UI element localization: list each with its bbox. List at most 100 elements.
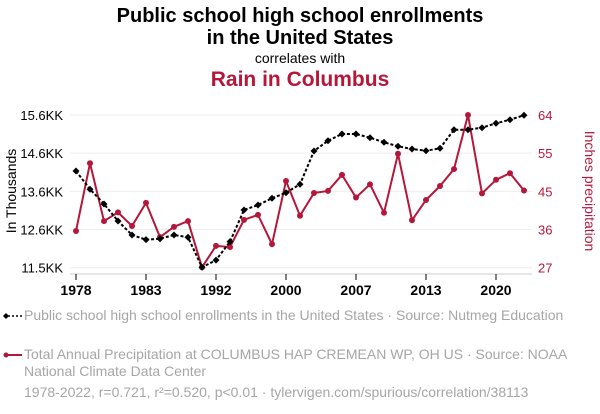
right-axis-ticks: 64 55 45 36 27 — [538, 108, 552, 276]
enrollments-point — [380, 138, 388, 146]
x-tick-label: 1978 — [60, 282, 91, 298]
precipitation-point — [297, 212, 303, 219]
precipitation-point — [185, 218, 191, 225]
enrollments-point — [72, 167, 80, 175]
x-tick-label: 1983 — [130, 282, 161, 298]
precipitation-point — [353, 194, 359, 201]
x-tick-label: 1992 — [200, 282, 231, 298]
right-tick-label: 55 — [538, 146, 552, 161]
precipitation-point — [521, 187, 527, 194]
enrollments-point — [268, 194, 276, 202]
left-axis-title: In Thousands — [3, 149, 19, 234]
enrollments-point — [184, 233, 192, 241]
right-axis-title: Inches precipitation — [582, 131, 598, 252]
precipitation-point — [395, 150, 401, 157]
enrollments-point — [408, 145, 416, 153]
precipitation-point — [143, 199, 149, 206]
enrollments-point — [226, 238, 234, 246]
legend-item-enrollments: Public school high school enrollments in… — [3, 307, 584, 324]
left-tick-label: 14.6KK — [20, 146, 63, 161]
enrollments-point — [240, 206, 248, 214]
enrollments-point — [450, 126, 458, 134]
enrollments-point — [478, 124, 486, 132]
left-tick-label: 12.6KK — [20, 223, 63, 238]
left-tick-label: 15.6KK — [20, 108, 63, 123]
dotted-line-diamond-icon — [3, 313, 22, 319]
enrollments-point — [86, 185, 94, 193]
series-precipitation — [73, 112, 527, 271]
enrollments-point — [436, 144, 444, 152]
precipitation-point — [507, 170, 513, 177]
solid-line-circle-icon — [3, 352, 22, 358]
enrollments-point — [520, 111, 528, 119]
precipitation-point — [465, 112, 471, 118]
precipitation-point — [311, 190, 317, 197]
precipitation-point — [423, 197, 429, 204]
right-tick-label: 45 — [538, 184, 552, 199]
precipitation-point — [115, 209, 121, 216]
legend-label-enrollments: Public school high school enrollments in… — [24, 307, 564, 323]
correlation-footer: 1978-2022, r=0.721, r²=0.520, p<0.01 · t… — [24, 384, 529, 400]
enrollments-point — [492, 119, 500, 127]
enrollments-point — [100, 200, 108, 208]
gridlines — [70, 114, 532, 269]
enrollments-point — [394, 142, 402, 150]
legend-label-precipitation: Total Annual Precipitation at COLUMBUS H… — [24, 346, 567, 379]
enrollments-point — [352, 130, 360, 138]
x-tick-label: 2000 — [270, 282, 301, 298]
precipitation-point — [241, 216, 247, 223]
enrollments-point — [422, 147, 430, 155]
chart-title-line2: in the United States — [206, 27, 394, 49]
precipitation-point — [255, 211, 261, 218]
enrollments-point — [506, 116, 514, 124]
enrollments-point — [212, 256, 220, 264]
precipitation-point — [479, 190, 485, 197]
chart-title-secondary: Rain in Columbus — [210, 68, 390, 91]
enrollments-point — [142, 236, 150, 244]
precipitation-point — [339, 171, 345, 178]
legend-item-precipitation: Total Annual Precipitation at COLUMBUS H… — [3, 346, 584, 380]
enrollments-point — [310, 147, 318, 155]
x-tick-label: 2020 — [480, 282, 511, 298]
enrollments-point — [464, 126, 472, 134]
left-tick-label: 11.5KK — [21, 261, 63, 276]
precipitation-point — [409, 217, 415, 224]
right-tick-label: 64 — [538, 108, 552, 123]
x-tick-label: 2007 — [340, 282, 371, 298]
precipitation-point — [381, 209, 387, 216]
enrollments-point — [114, 217, 122, 225]
chart-subtitle: correlates with — [254, 50, 346, 66]
series-enrollments — [72, 111, 528, 271]
enrollments-point — [296, 180, 304, 188]
right-tick-label: 36 — [538, 223, 552, 238]
enrollments-point — [324, 137, 332, 145]
right-tick-label: 27 — [538, 261, 552, 276]
enrollments-point — [254, 201, 262, 209]
precipitation-point — [437, 182, 443, 189]
precipitation-point — [227, 244, 233, 251]
chart-title-line1: Public school high school enrollments — [116, 5, 484, 27]
enrollments-point — [170, 231, 178, 239]
precipitation-point — [451, 166, 457, 173]
enrollments-point — [282, 189, 290, 197]
precipitation-point — [269, 241, 275, 248]
enrollments-point — [366, 134, 374, 142]
x-axis-ticks: 1978 1983 1992 2000 2007 2013 2020 — [60, 274, 512, 298]
x-tick-label: 2013 — [410, 282, 441, 298]
precipitation-point — [171, 223, 177, 230]
precipitation-point — [493, 176, 499, 183]
left-axis-ticks: 15.6KK 14.6KK 13.6KK 12.6KK 11.5KK — [20, 108, 63, 276]
precipitation-point — [283, 178, 289, 185]
enrollments-point — [156, 235, 164, 243]
left-tick-label: 13.6KK — [20, 184, 63, 199]
precipitation-point — [101, 218, 107, 225]
precipitation-point — [129, 223, 135, 230]
enrollments-point — [128, 231, 136, 239]
precipitation-point — [325, 187, 331, 194]
precipitation-point — [213, 242, 219, 249]
precipitation-point — [87, 160, 93, 167]
precipitation-point — [367, 181, 373, 188]
enrollments-point — [338, 130, 346, 138]
enrollments-point — [198, 263, 206, 271]
